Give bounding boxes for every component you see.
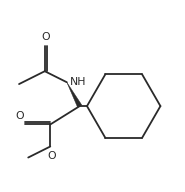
Text: O: O [16, 111, 24, 121]
Text: O: O [47, 151, 56, 161]
Polygon shape [67, 82, 82, 107]
Text: NH: NH [70, 77, 87, 87]
Text: O: O [42, 32, 50, 42]
